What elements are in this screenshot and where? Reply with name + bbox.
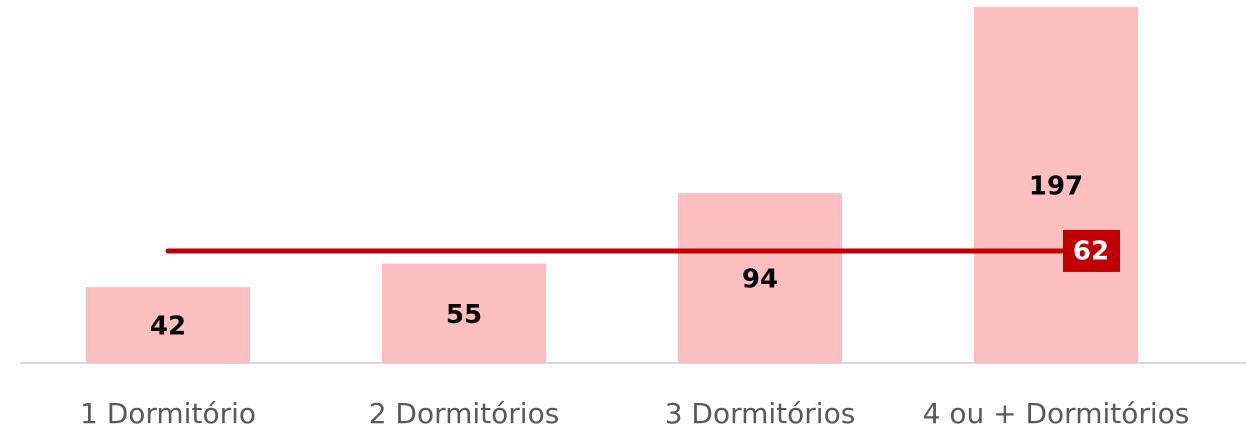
x-tick-label: 3 Dormitórios (665, 397, 856, 430)
bar (86, 287, 250, 363)
x-tick-label: 1 Dormitório (80, 397, 256, 430)
value-label: 94 (742, 265, 778, 295)
bar (382, 263, 546, 363)
reference-label: 62 (1073, 236, 1109, 266)
bar (678, 193, 842, 363)
bar (974, 7, 1138, 363)
value-label: 55 (446, 300, 482, 330)
reference-label-box (1063, 229, 1120, 272)
value-label: 42 (150, 312, 186, 342)
value-label: 197 (1029, 172, 1083, 202)
x-tick-label: 4 ou + Dormitórios (923, 397, 1190, 430)
x-tick-label: 2 Dormitórios (369, 397, 560, 430)
